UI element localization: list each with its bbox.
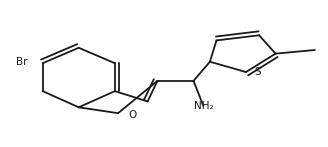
Text: O: O bbox=[128, 110, 136, 120]
Text: Br: Br bbox=[16, 57, 28, 67]
Text: NH₂: NH₂ bbox=[194, 101, 213, 111]
Text: S: S bbox=[254, 67, 261, 77]
